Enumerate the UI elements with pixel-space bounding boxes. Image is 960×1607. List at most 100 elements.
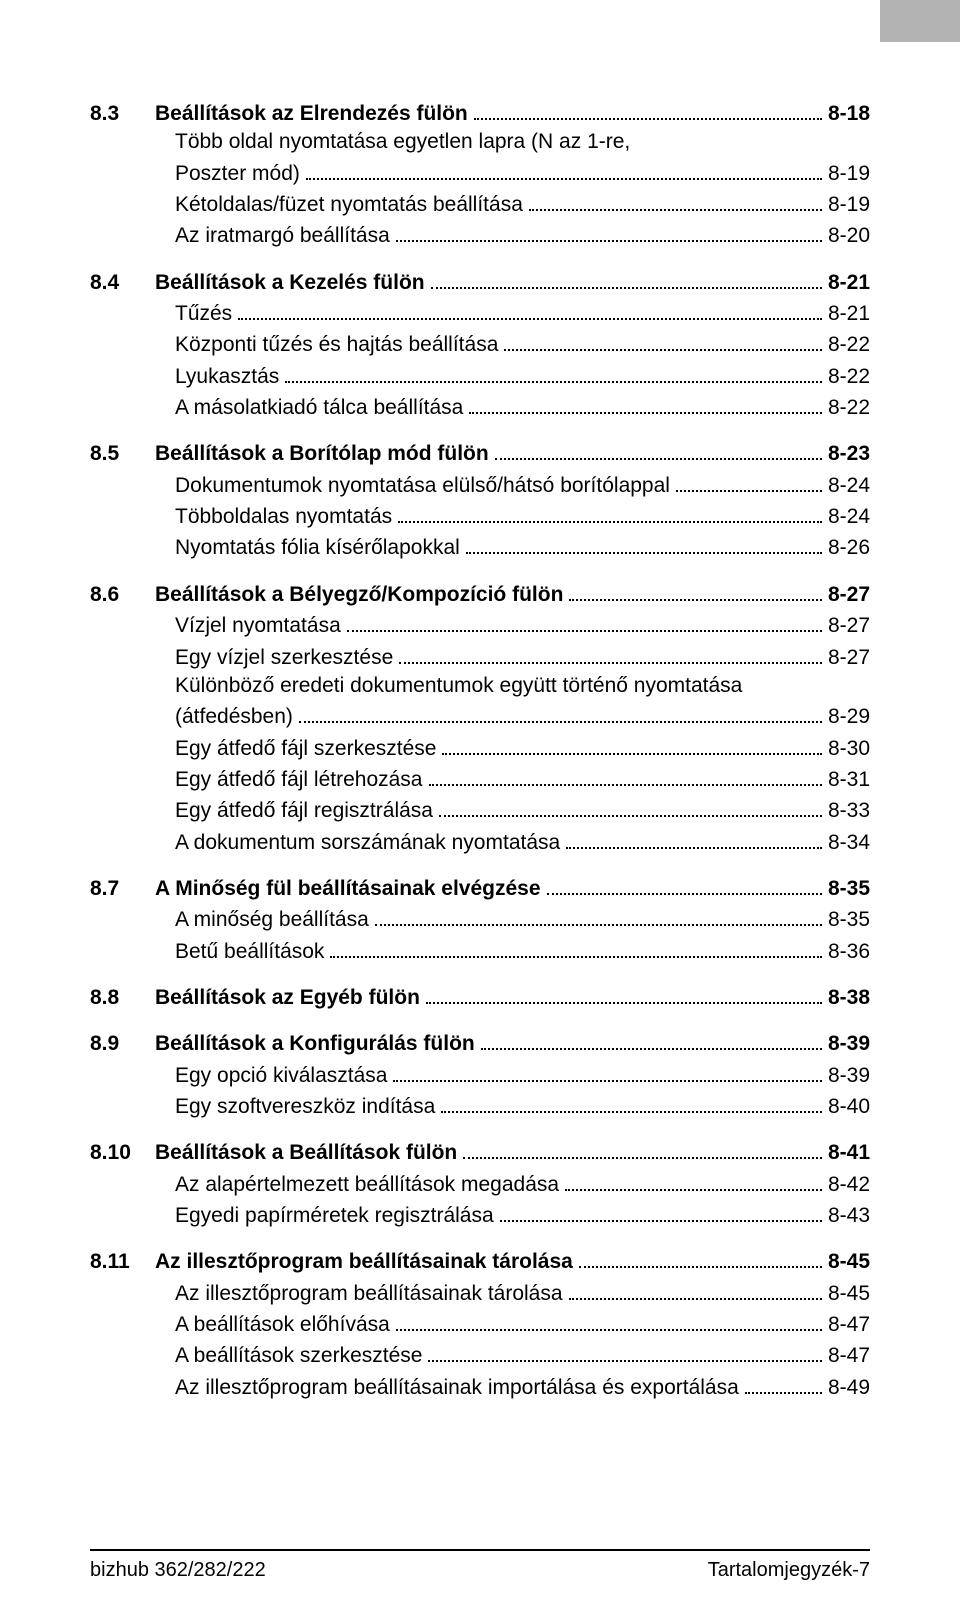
- dot-leader: [285, 381, 822, 383]
- section-number: 8.5: [90, 440, 155, 468]
- section-title: Beállítások a Borítólap mód fülön: [155, 440, 489, 468]
- page-number: 8-22: [828, 394, 870, 422]
- sub-entry-row: (átfedésben)8-29: [155, 703, 870, 731]
- sub-entry-row: A beállítások szerkesztése8-47: [155, 1342, 870, 1370]
- sub-entry-row: Vízjel nyomtatása8-27: [155, 612, 870, 640]
- sub-entry-row: Egyedi papírméretek regisztrálása 8-43: [155, 1202, 870, 1230]
- section-body: Beállítások a Kezelés fülön8-21 Tűzés8-21…: [155, 269, 870, 423]
- table-of-contents: 8.3Beállítások az Elrendezés fülön8-18Tö…: [90, 100, 870, 1402]
- dot-leader: [579, 1266, 822, 1268]
- sub-entry-row: Az iratmargó beállítása 8-20: [155, 222, 870, 250]
- dot-leader: [375, 924, 822, 926]
- page-number: 8-42: [828, 1171, 870, 1199]
- sub-entry-label: (átfedésben): [155, 703, 293, 731]
- dot-leader: [428, 1360, 822, 1362]
- dot-leader: [504, 349, 822, 351]
- section-title-row: Beállítások a Borítólap mód fülön8-23: [155, 440, 870, 468]
- page-number: 8-47: [828, 1342, 870, 1370]
- dot-leader: [481, 1048, 822, 1050]
- toc-section: 8.4Beállítások a Kezelés fülön8-21Tűzés8…: [90, 269, 870, 423]
- section-title-row: Beállítások a Kezelés fülön8-21: [155, 269, 870, 297]
- sub-entry-row: A dokumentum sorszámának nyomtatása8-34: [155, 829, 870, 857]
- page-number: 8-39: [828, 1062, 870, 1090]
- section-body: Beállítások a Bélyegző/Kompozíció fülön8…: [155, 581, 870, 857]
- dot-leader: [426, 1002, 822, 1004]
- section-title: Beállítások a Kezelés fülön: [155, 269, 425, 297]
- dot-leader: [299, 721, 822, 723]
- dot-leader: [439, 815, 822, 817]
- sub-entry-label: A minőség beállítása: [155, 906, 369, 934]
- sub-entry-line: Különböző eredeti dokumentumok együtt tö…: [155, 672, 870, 700]
- dot-leader: [569, 599, 822, 601]
- sub-entry-label: Dokumentumok nyomtatása elülső/hátsó bor…: [155, 472, 670, 500]
- section-title-row: Beállítások a Bélyegző/Kompozíció fülön8…: [155, 581, 870, 609]
- dot-leader: [469, 412, 822, 414]
- dot-leader: [529, 209, 822, 211]
- section-title-row: A Minőség fül beállításainak elvégzése8-…: [155, 875, 870, 903]
- page-number: 8-24: [828, 472, 870, 500]
- section-title-row: Beállítások a Konfigurálás fülön8-39: [155, 1030, 870, 1058]
- section-number: 8.9: [90, 1030, 155, 1058]
- page-number: 8-49: [828, 1374, 870, 1402]
- section-title: Beállítások az Egyéb fülön: [155, 984, 420, 1012]
- sub-entry-label: Vízjel nyomtatása: [155, 612, 341, 640]
- page-number: 8-43: [828, 1202, 870, 1230]
- dot-leader: [347, 630, 822, 632]
- footer-divider: [90, 1549, 870, 1551]
- sub-entry-row: Az illesztőprogram beállításainak tárolá…: [155, 1280, 870, 1308]
- section-body: Beállítások az Elrendezés fülön 8-18Több …: [155, 100, 870, 251]
- page-number: 8-35: [828, 906, 870, 934]
- sub-entry-row: Betű beállítások8-36: [155, 938, 870, 966]
- dot-leader: [676, 490, 822, 492]
- sub-entry-line: Több oldal nyomtatása egyetlen lapra (N …: [155, 128, 870, 156]
- section-number: 8.7: [90, 875, 155, 903]
- page-number: 8-47: [828, 1311, 870, 1339]
- dot-leader: [398, 521, 822, 523]
- toc-section: 8.8Beállítások az Egyéb fülön8-38: [90, 984, 870, 1012]
- sub-entry-label: Az illesztőprogram beállításainak tárolá…: [155, 1280, 563, 1308]
- section-title: Az illesztőprogram beállításainak tárolá…: [155, 1248, 573, 1276]
- page-number: 8-41: [828, 1139, 870, 1167]
- section-title-row: Beállítások az Elrendezés fülön 8-18: [155, 100, 870, 128]
- sub-entry-row: Egy vízjel szerkesztése8-27: [155, 644, 870, 672]
- sub-entry-label: Egy szoftvereszköz indítása: [155, 1093, 435, 1121]
- dot-leader: [442, 753, 822, 755]
- section-title-row: Beállítások a Beállítások fülön8-41: [155, 1139, 870, 1167]
- sub-entry-row: Egy átfedő fájl létrehozása8-31: [155, 766, 870, 794]
- dot-leader: [745, 1392, 822, 1394]
- toc-section: 8.7A Minőség fül beállításainak elvégzés…: [90, 875, 870, 966]
- page-number: 8-18: [828, 100, 870, 128]
- page-footer: bizhub 362/282/222 Tartalomjegyzék-7: [90, 1559, 870, 1582]
- dot-leader: [466, 552, 822, 554]
- dot-leader: [431, 287, 822, 289]
- section-body: Beállítások a Konfigurálás fülön8-39 Egy …: [155, 1030, 870, 1121]
- sub-entry-label: A dokumentum sorszámának nyomtatása: [155, 829, 560, 857]
- sub-entry-label: Központi tűzés és hajtás beállítása: [155, 331, 498, 359]
- sub-entry-row: Tűzés8-21: [155, 300, 870, 328]
- sub-entry-row: A másolatkiadó tálca beállítása8-22: [155, 394, 870, 422]
- section-number: 8.11: [90, 1248, 155, 1276]
- sub-entry-label: Többoldalas nyomtatás: [155, 503, 392, 531]
- sub-entry-label: Egyedi papírméretek regisztrálása: [155, 1202, 494, 1230]
- section-body: Beállítások az Egyéb fülön8-38: [155, 984, 870, 1012]
- section-title: A Minőség fül beállításainak elvégzése: [155, 875, 541, 903]
- section-number: 8.8: [90, 984, 155, 1012]
- sub-entry-row: Többoldalas nyomtatás8-24: [155, 503, 870, 531]
- sub-entry-label: Betű beállítások: [155, 938, 324, 966]
- sub-entry-label: Tűzés: [155, 300, 232, 328]
- section-title: Beállítások az Elrendezés fülön: [155, 100, 468, 128]
- section-title-row: Beállítások az Egyéb fülön8-38: [155, 984, 870, 1012]
- toc-section: 8.11Az illesztőprogram beállításainak tá…: [90, 1248, 870, 1402]
- sub-entry-label: Az iratmargó beállítása: [155, 222, 390, 250]
- toc-section: 8.6Beállítások a Bélyegző/Kompozíció fül…: [90, 581, 870, 857]
- section-body: Beállítások a Borítólap mód fülön8-23 Dok…: [155, 440, 870, 562]
- sub-entry-row: Poszter mód)8-19: [155, 160, 870, 188]
- page-number: 8-19: [828, 191, 870, 219]
- page-number: 8-20: [828, 222, 870, 250]
- page-number: 8-30: [828, 735, 870, 763]
- footer-left: bizhub 362/282/222: [90, 1559, 266, 1582]
- page-number: 8-27: [828, 581, 870, 609]
- dot-leader: [463, 1157, 822, 1159]
- sub-entry-row: Az illesztőprogram beállításainak import…: [155, 1374, 870, 1402]
- page-number: 8-40: [828, 1093, 870, 1121]
